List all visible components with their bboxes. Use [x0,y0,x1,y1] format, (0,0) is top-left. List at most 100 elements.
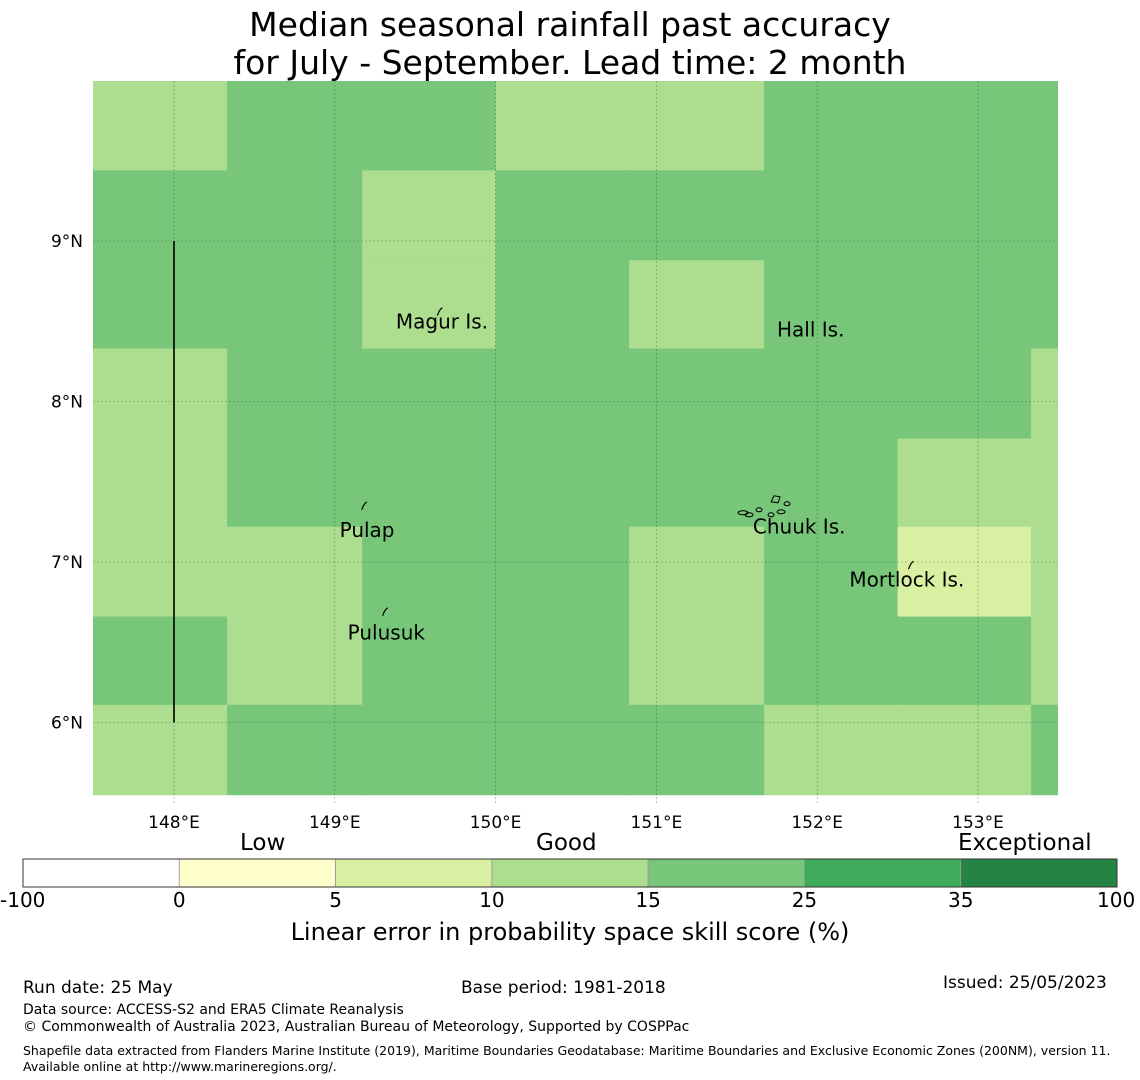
grid-cell [227,81,363,171]
grid-cell [1031,170,1058,261]
grid-cell [897,438,1032,528]
grid-cell [227,170,363,261]
rainfall-accuracy-map: 148°E 149°E 150°E 151°E 152°E 153°E 9°N 8°N 7°N 6… [51,81,1058,833]
grid-cell [1031,526,1058,618]
colorbar-segment [804,858,962,888]
island-label: Hall Is. [777,317,844,341]
colorbar-tick-label: 25 [791,888,818,912]
colorbar-segment [491,858,649,888]
colorbar-tick-label: 15 [635,888,661,912]
colorbar-category-exceptional: Exceptional [958,830,1092,856]
grid-cell [227,616,363,706]
grid-cell [764,260,899,350]
grid-cell [629,348,765,439]
grid-cell [1031,260,1058,350]
grid-cell [897,170,1032,261]
grid-cell [764,348,899,439]
grid-cell [629,704,765,796]
island-outline [436,307,443,316]
grid-cell [1031,616,1058,706]
base-period: Base period: 1981-2018 [461,978,666,998]
grid-cell [897,526,1032,618]
colorbar-tick-label: 0 [172,888,186,912]
grid-cell [362,526,497,618]
colorbar-segment [960,858,1118,888]
grid-cell [93,704,228,796]
island-label: Mortlock Is. [849,568,964,592]
colorbar-tick-label: -100 [0,888,46,912]
grid-cell [362,260,497,350]
colorbar-segment [335,858,493,888]
lat-tick-label: 9°N [51,232,83,252]
lon-tick-label: 149°E [309,813,361,833]
island-label: Magur Is. [396,309,488,333]
grid-cell [362,616,497,706]
colorbar-category-low: Low [240,830,286,856]
grid-cell [495,348,630,439]
grid-cell [362,438,497,528]
grid-cell [227,438,363,528]
colorbar-tick-label: 5 [329,888,342,912]
island-label: Chuuk Is. [753,515,846,539]
grid-cell [495,704,630,796]
grid-cell [227,260,363,350]
title-line-2: for July - September. Lead time: 2 month [233,42,907,82]
colorbar-tick-label: 35 [947,888,974,912]
colorbar [22,858,1118,888]
shapefile-credit: Shapefile data extracted from Flanders M… [23,1043,1111,1074]
grid-cell [764,170,899,261]
grid-cell [897,348,1032,439]
grid-cell [629,260,765,350]
grid-cell [495,616,630,706]
island-outline [907,560,914,570]
map-title: Median seasonal rainfall past accuracy f… [0,6,1140,82]
grid-cell [1031,81,1058,171]
grid-cell [93,348,228,439]
grid-cell [93,526,228,618]
island-outline [755,507,763,513]
grid-cell [764,616,899,706]
grid-cell [764,81,899,171]
graticule [93,81,1058,804]
grid-cell [93,81,228,171]
island-outline [361,501,368,511]
title-line-1: Median seasonal rainfall past accuracy [249,5,891,44]
grid-cell [897,81,1032,171]
issued-date: Issued: 25/05/2023 [943,973,1107,993]
island-outline [770,495,781,504]
grid-cell [93,616,228,706]
grid-cell [93,260,228,350]
island-label: Pulap [340,518,395,542]
grid-cell [897,616,1032,706]
grid-cell [362,704,497,796]
island-outline [776,509,786,515]
grid-cells [93,81,1058,796]
grid-cell [362,170,497,261]
grid-cell [897,704,1032,796]
lon-tick-label: 153°E [952,813,1004,833]
colorbar-tick-label: 10 [479,888,505,912]
lat-tick-label: 7°N [51,553,83,573]
colorbar-tick-label: 100 [1097,888,1136,912]
grid-cell [93,170,228,261]
grid-cell [629,438,765,528]
colorbar-segment [22,858,180,888]
grid-cell [227,348,363,439]
grid-cell [227,704,363,796]
island-outline [783,501,791,507]
grid-cell [495,81,630,171]
lat-tick-label: 8°N [51,393,83,413]
colorbar-outline [22,858,1118,888]
lon-tick-label: 150°E [470,813,522,833]
grid-cell [629,81,765,171]
grid-cell [1031,348,1058,439]
island-outline [744,512,754,518]
lat-tick-label: 6°N [51,714,83,734]
grid-cell [495,260,630,350]
run-date: Run date: 25 May [23,978,173,998]
colorbar-segment [178,858,336,888]
colorbar-segment [647,858,805,888]
grid-cell [227,526,363,618]
grid-cell [629,526,765,618]
lon-tick-label: 152°E [791,813,843,833]
